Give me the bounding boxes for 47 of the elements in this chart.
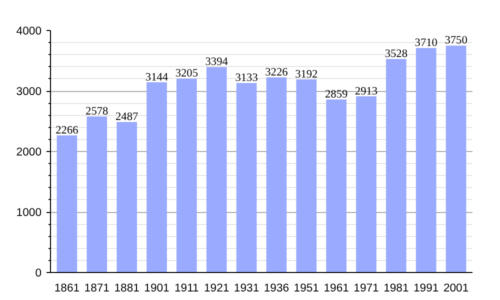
- data-label: 3394: [205, 56, 228, 68]
- bar: [116, 122, 137, 272]
- x-tick-label: 1881: [114, 282, 140, 294]
- bar: [296, 79, 317, 272]
- x-tick-label: 1911: [174, 282, 199, 294]
- data-label: 3144: [145, 71, 168, 84]
- bar: [236, 82, 257, 272]
- x-tick-label: 1961: [324, 282, 349, 294]
- bar: [386, 59, 406, 272]
- x-tick-label: 1931: [234, 282, 260, 294]
- x-tick-label: 1871: [84, 282, 110, 294]
- bar: [326, 100, 346, 272]
- data-label: 2859: [324, 88, 348, 101]
- bar: [416, 48, 436, 272]
- data-label: 3205: [175, 68, 198, 80]
- y-tick-label: 2000: [16, 146, 42, 158]
- x-tick-label: 2001: [443, 282, 469, 294]
- bar: [86, 116, 108, 272]
- x-tick-label: 1981: [384, 282, 409, 294]
- bar: [56, 135, 78, 272]
- x-tick-label: 1921: [204, 282, 230, 294]
- x-tick-label: 1861: [54, 282, 80, 294]
- data-label: 3710: [414, 37, 438, 50]
- x-tick-label: 1936: [264, 282, 290, 294]
- data-label: 3226: [265, 66, 288, 78]
- bar: [356, 96, 376, 272]
- x-tick-label: 1901: [144, 282, 170, 294]
- data-label: 3750: [444, 34, 468, 47]
- x-tick-label: 1991: [414, 282, 439, 294]
- data-label: 2578: [86, 106, 109, 118]
- data-label: 3528: [384, 48, 408, 60]
- bar: [206, 67, 227, 272]
- x-tick-label: 1951: [294, 282, 319, 294]
- data-label: 2913: [354, 85, 378, 98]
- y-tick-label: 4000: [16, 26, 42, 38]
- data-label: 3192: [295, 68, 318, 80]
- bar: [146, 82, 167, 272]
- y-tick-label: 3000: [16, 86, 42, 98]
- x-tick-label: 1971: [354, 282, 379, 294]
- y-tick-label: 1000: [16, 207, 42, 219]
- data-label: 2266: [56, 124, 79, 136]
- y-tick-label: 0: [35, 268, 42, 280]
- data-label: 3133: [235, 72, 258, 84]
- data-label: 2487: [115, 111, 138, 124]
- bar: [176, 78, 197, 272]
- bar: [266, 77, 287, 272]
- bar: [446, 46, 466, 272]
